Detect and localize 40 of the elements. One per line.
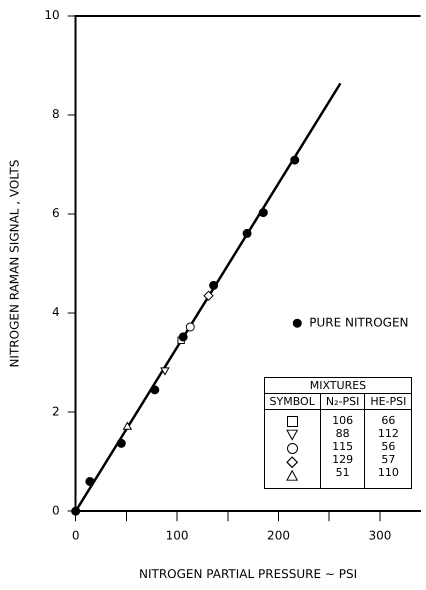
annotation: 115 [332,440,354,454]
point [150,385,160,394]
y-tick-label: 8 [52,107,60,122]
x-tick-label: 100 [166,528,189,543]
point [71,506,80,516]
point [122,422,132,430]
annotation: 112 [378,427,399,440]
x-tick-label: 200 [267,528,290,543]
x-tick-label: 300 [368,528,392,543]
annotation: 106 [332,414,354,428]
annotation: HE-PSI [364,394,412,410]
annotation: 56 [381,440,396,454]
point [178,332,188,342]
y-tick-label: 2 [52,404,60,418]
point [186,322,195,332]
y-tick-label: 6 [52,206,60,220]
point [116,438,126,448]
legend-label: PURE NITROGEN [309,315,409,330]
point [160,367,170,376]
point [209,280,218,290]
point [204,290,214,301]
x-tick-label: 0 [72,528,80,543]
annotation: 51 [336,466,350,480]
y-tick-label: 4 [52,305,60,320]
annotation: 57 [381,453,396,466]
x-axis-title: NITROGEN PARTIAL PRESSURE ~ PSI [138,566,358,581]
annotation: 110 [378,466,399,480]
annotation: 129 [332,453,354,466]
y-tick-label: 0 [52,503,60,518]
point [242,228,252,238]
y-axis-title: NITROGEN RAMAN SIGNAL , VOLTS [7,160,22,368]
annotation: 66 [381,414,396,428]
annotation: MIXTURES [264,378,412,394]
point [85,476,94,486]
annotation: SYMBOL [264,394,320,410]
point [258,208,268,218]
annotation: 88 [336,427,350,440]
annotation: N₂-PSI [320,394,365,410]
y-tick-label: 10 [44,8,60,22]
point [290,156,300,165]
